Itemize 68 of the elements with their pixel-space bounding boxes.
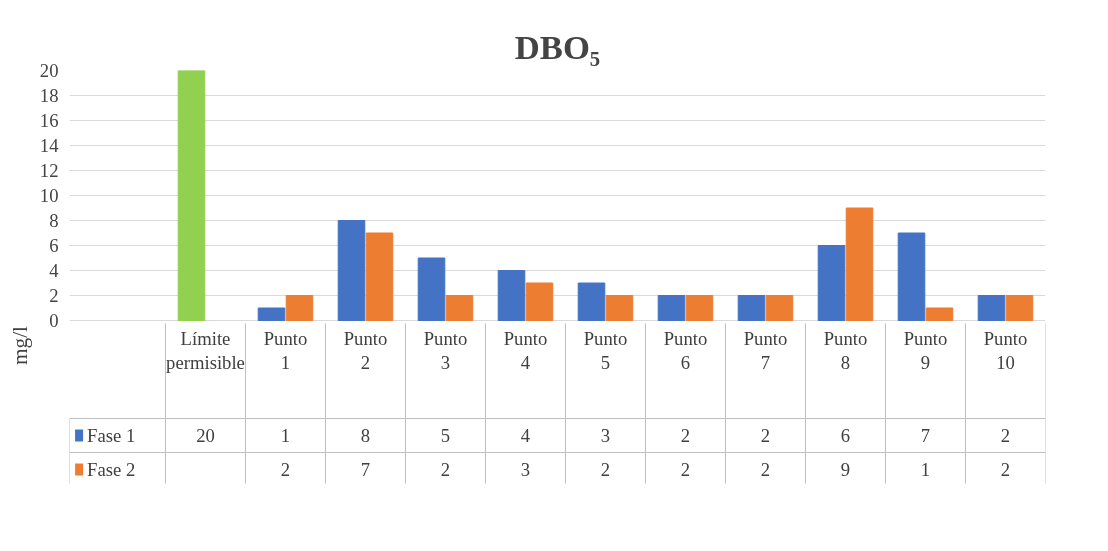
data-label: 2 bbox=[760, 425, 771, 446]
bar bbox=[285, 295, 314, 321]
y-tick-label: 16 bbox=[39, 110, 59, 131]
x-tick-label: Punto 6 bbox=[663, 327, 708, 373]
y-tick-label: 12 bbox=[39, 160, 59, 181]
bar bbox=[497, 270, 526, 321]
data-label: 2 bbox=[1000, 425, 1011, 446]
y-tick-label: 2 bbox=[49, 285, 59, 306]
bar bbox=[445, 295, 474, 321]
y-tick-label: 10 bbox=[39, 185, 59, 206]
data-label: 8 bbox=[360, 425, 371, 446]
x-tick-label: Punto 9 bbox=[903, 327, 948, 373]
x-tick-label: Punto 3 bbox=[423, 327, 468, 373]
bar bbox=[417, 257, 446, 321]
data-label: 1 bbox=[920, 459, 931, 480]
legend-label: Fase 2 bbox=[87, 459, 136, 480]
y-tick-label: 4 bbox=[49, 260, 60, 281]
y-tick-label: 14 bbox=[39, 135, 60, 156]
x-tick-label: Punto 4 bbox=[503, 327, 548, 373]
bar bbox=[925, 307, 954, 321]
bar bbox=[525, 282, 554, 321]
y-tick-label: 0 bbox=[49, 310, 59, 331]
bar bbox=[257, 307, 286, 321]
x-tick-label: Punto 10 bbox=[983, 327, 1028, 373]
bar bbox=[765, 295, 794, 321]
x-tick-label: Punto 1 bbox=[263, 327, 308, 373]
bar bbox=[177, 70, 206, 321]
bar bbox=[1005, 295, 1034, 321]
x-tick-label: Punto 7 bbox=[743, 327, 788, 373]
data-label: 6 bbox=[840, 425, 851, 446]
data-label: 3 bbox=[520, 459, 531, 480]
data-label: 2 bbox=[680, 425, 691, 446]
data-label: 2 bbox=[600, 459, 611, 480]
bar bbox=[977, 295, 1006, 321]
data-label: 2 bbox=[760, 459, 771, 480]
data-label: 2 bbox=[680, 459, 691, 480]
data-label: 9 bbox=[840, 459, 851, 480]
bar bbox=[737, 295, 766, 321]
bar bbox=[897, 232, 926, 321]
x-tick-label: Límite permisible bbox=[166, 327, 245, 373]
bar bbox=[845, 207, 874, 321]
bar bbox=[605, 295, 634, 321]
data-label: 7 bbox=[920, 425, 931, 446]
data-label: 3 bbox=[600, 425, 611, 446]
data-label: 20 bbox=[196, 425, 215, 446]
legend-label: Fase 1 bbox=[87, 425, 136, 446]
y-tick-label: 6 bbox=[49, 235, 59, 256]
bar bbox=[337, 220, 366, 321]
bar bbox=[817, 245, 846, 321]
bar bbox=[577, 282, 606, 321]
data-label: 7 bbox=[360, 459, 371, 480]
data-label: 1 bbox=[280, 425, 291, 446]
bar bbox=[365, 232, 394, 321]
data-label: 5 bbox=[440, 425, 451, 446]
data-label: 4 bbox=[520, 425, 531, 446]
y-tick-label: 20 bbox=[39, 60, 59, 81]
chart-title: DBO₅ bbox=[514, 27, 601, 66]
data-label: 2 bbox=[440, 459, 451, 480]
x-tick-label: Punto 5 bbox=[583, 327, 628, 373]
data-label: 2 bbox=[280, 459, 291, 480]
bar bbox=[657, 295, 686, 321]
y-tick-label: 8 bbox=[49, 210, 59, 231]
bar bbox=[685, 295, 714, 321]
y-axis-title: mg/l bbox=[7, 325, 32, 366]
data-label: 2 bbox=[1000, 459, 1011, 480]
y-tick-label: 18 bbox=[39, 85, 59, 106]
x-tick-label: Punto 2 bbox=[343, 327, 388, 373]
x-tick-label: Punto 8 bbox=[823, 327, 868, 373]
